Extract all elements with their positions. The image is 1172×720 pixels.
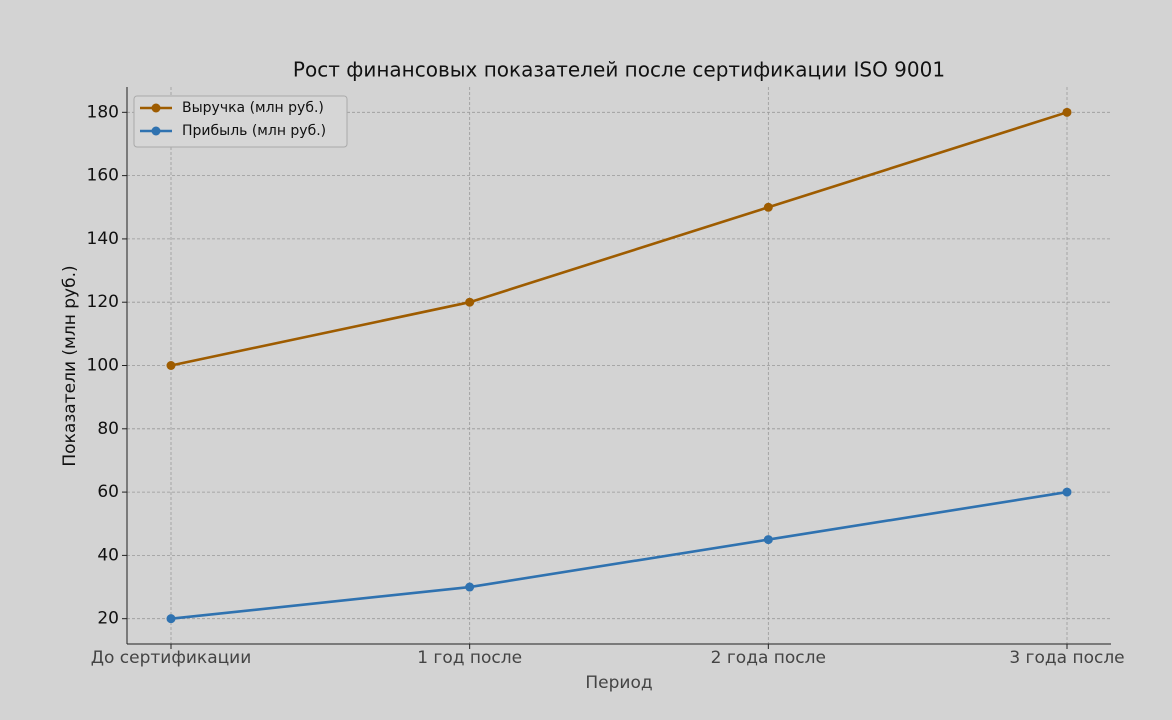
line [170, 490, 1068, 620]
y-tick-label: 160 [87, 166, 119, 186]
line [170, 111, 1068, 367]
point [166, 614, 176, 624]
y-axis-label: Показатели (млн руб.) [60, 265, 80, 466]
chart-title: Рост финансовых показателей после сертиф… [293, 58, 945, 82]
x-tick-label: 2 года после [711, 648, 826, 668]
legend-label: Прибыль (млн руб.) [182, 123, 326, 139]
point [763, 535, 773, 545]
y-tick-label: 60 [97, 482, 119, 502]
x-tick-label: 3 года после [1009, 648, 1124, 668]
point [465, 582, 475, 592]
y-tick-label: 80 [97, 419, 119, 439]
y-tick-label: 100 [87, 356, 119, 376]
x-axis-label: Период [585, 673, 652, 693]
point [166, 361, 176, 370]
legend-marker [151, 126, 161, 136]
point [465, 297, 475, 307]
x-tick-label: 1 год после [417, 648, 522, 668]
x-tick-label: До сертификации [91, 648, 252, 668]
legend-label: Выручка (млн руб.) [182, 100, 324, 116]
legend-marker [151, 103, 161, 113]
y-tick-label: 180 [87, 102, 119, 122]
y-tick-label: 140 [87, 229, 119, 249]
y-tick-label: 40 [97, 545, 119, 565]
point [763, 202, 773, 212]
y-tick-label: 120 [87, 292, 119, 312]
point [1062, 107, 1072, 117]
point [1062, 487, 1072, 497]
y-tick-label: 20 [97, 609, 119, 629]
legend-box [133, 95, 348, 148]
